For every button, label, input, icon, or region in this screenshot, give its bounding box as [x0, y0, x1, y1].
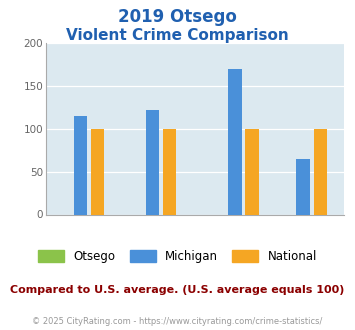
Bar [91, 129, 104, 214]
Bar [163, 129, 176, 214]
Bar [73, 116, 87, 214]
Text: Compared to U.S. average. (U.S. average equals 100): Compared to U.S. average. (U.S. average … [10, 285, 345, 295]
Bar [228, 69, 241, 214]
Bar [146, 110, 159, 214]
Bar [296, 159, 310, 214]
Text: 2019 Otsego: 2019 Otsego [118, 8, 237, 26]
Bar [313, 129, 327, 214]
Text: Violent Crime Comparison: Violent Crime Comparison [66, 28, 289, 43]
Text: © 2025 CityRating.com - https://www.cityrating.com/crime-statistics/: © 2025 CityRating.com - https://www.city… [32, 317, 323, 326]
Bar [245, 129, 259, 214]
Legend: Otsego, Michigan, National: Otsego, Michigan, National [33, 245, 322, 268]
